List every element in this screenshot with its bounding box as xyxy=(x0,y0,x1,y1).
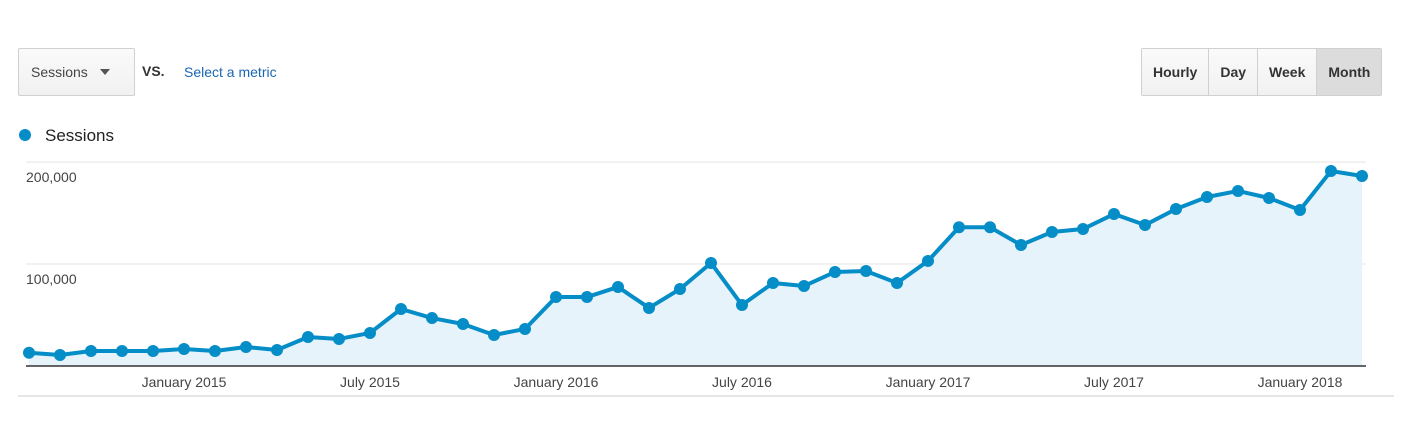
vs-label: VS. xyxy=(142,63,165,79)
point xyxy=(1294,204,1306,217)
granularity-button[interactable]: Week xyxy=(1257,49,1317,95)
granularity-button[interactable]: Day xyxy=(1208,49,1258,95)
point xyxy=(1263,192,1275,205)
x-tick-label: January 2018 xyxy=(1258,374,1343,390)
point xyxy=(953,221,965,234)
point xyxy=(736,299,748,312)
point xyxy=(1015,239,1027,252)
granularity-button[interactable]: Month xyxy=(1316,49,1382,95)
granularity-buttons: Hourly Day Week Month xyxy=(1141,48,1383,96)
point xyxy=(23,346,35,359)
point xyxy=(1232,184,1244,197)
point xyxy=(178,342,190,355)
legend-label: Sessions xyxy=(45,126,114,145)
point xyxy=(1201,190,1213,203)
x-tick-label: July 2017 xyxy=(1084,374,1144,390)
point xyxy=(209,345,221,358)
point xyxy=(705,256,717,269)
select-metric-link[interactable]: Select a metric xyxy=(184,64,277,80)
point xyxy=(891,276,903,289)
point xyxy=(364,326,376,339)
point xyxy=(1077,223,1089,236)
point xyxy=(1356,169,1368,182)
x-tick-label: January 2016 xyxy=(514,374,599,390)
point xyxy=(302,331,314,344)
point xyxy=(147,345,159,358)
granularity-button[interactable]: Hourly xyxy=(1142,49,1209,95)
point xyxy=(240,341,252,354)
point xyxy=(767,276,779,289)
legend-marker xyxy=(19,129,31,141)
point xyxy=(922,254,934,267)
y-tick-label: 100,000 xyxy=(26,271,77,287)
point xyxy=(488,328,500,341)
point xyxy=(1046,225,1058,238)
point xyxy=(271,343,283,356)
point xyxy=(333,332,345,345)
point xyxy=(1108,208,1120,221)
point xyxy=(1139,219,1151,232)
y-tick-label: 200,000 xyxy=(26,169,77,185)
x-tick-label: January 2015 xyxy=(142,374,227,390)
point xyxy=(395,302,407,315)
point xyxy=(426,312,438,325)
caret xyxy=(99,69,110,75)
point xyxy=(457,317,469,330)
x-tick-label: July 2015 xyxy=(340,374,400,390)
point xyxy=(798,280,810,293)
point xyxy=(85,345,97,358)
point xyxy=(54,348,66,361)
point xyxy=(1325,164,1337,177)
x-tick-label: July 2016 xyxy=(712,374,772,390)
point xyxy=(581,291,593,304)
point xyxy=(643,301,655,314)
x-tick-label: January 2017 xyxy=(886,374,971,390)
point xyxy=(612,280,624,293)
area xyxy=(29,170,1362,366)
metric-selector-label: Sessions xyxy=(31,64,88,80)
point xyxy=(519,322,531,335)
point xyxy=(1170,203,1182,216)
point xyxy=(860,265,872,278)
point xyxy=(829,265,841,278)
point xyxy=(984,221,996,234)
point xyxy=(674,282,686,295)
point xyxy=(550,291,562,304)
metric-selector[interactable]: Sessions xyxy=(18,48,135,96)
point xyxy=(116,345,128,358)
